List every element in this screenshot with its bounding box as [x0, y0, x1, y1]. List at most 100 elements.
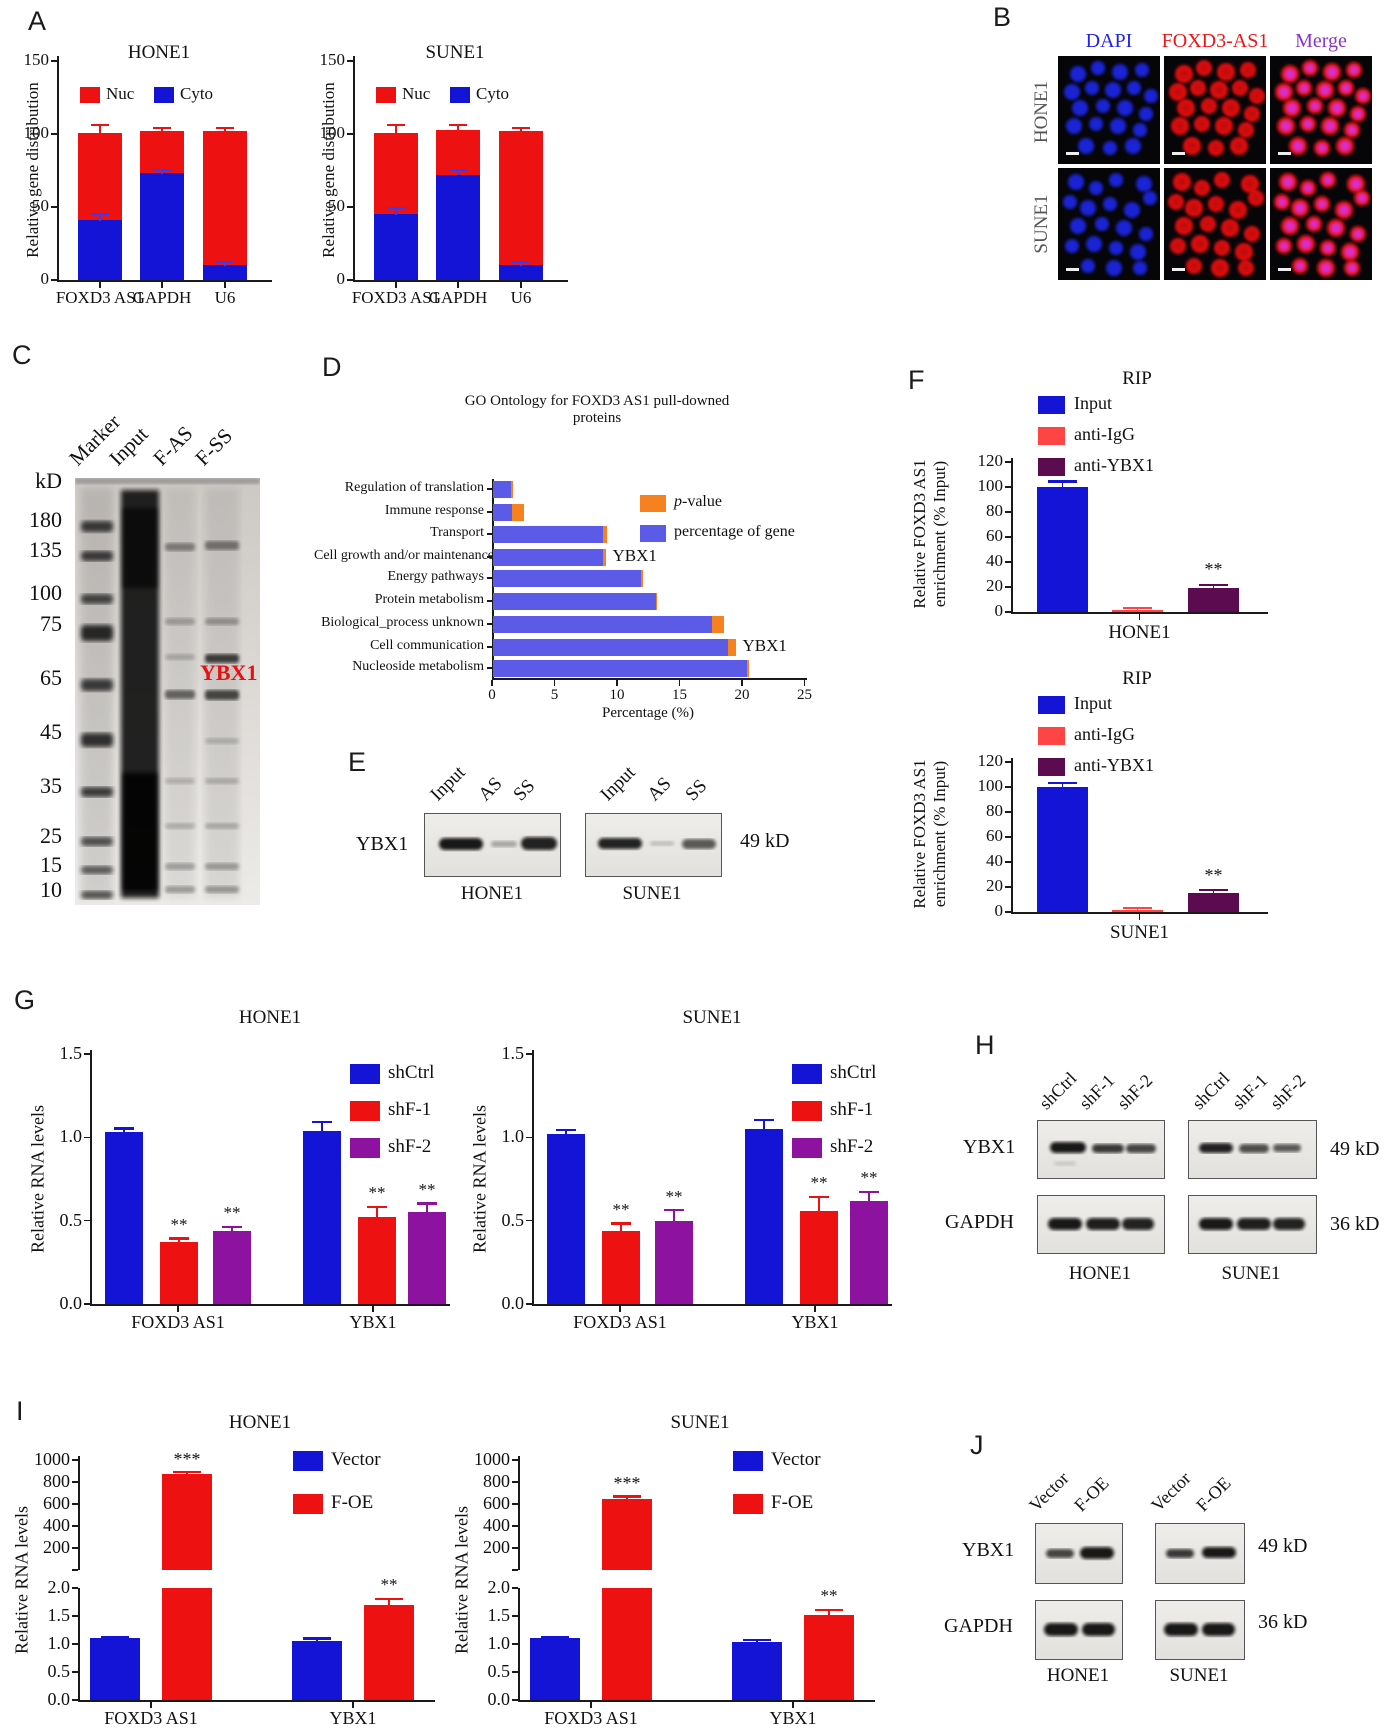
error-bar: [321, 1122, 323, 1132]
error-bar-cap: [153, 126, 171, 129]
tick-label: 400: [483, 1514, 510, 1535]
error-bar: [186, 1472, 188, 1475]
axis-line: [492, 479, 494, 680]
axis-line: [457, 282, 459, 288]
bar-gene-percent: [493, 480, 511, 498]
legend-swatch: [1038, 427, 1065, 445]
error-bar-cap: [91, 123, 109, 126]
legend-label: Vector: [331, 1448, 381, 1470]
tick-label: 0: [40, 269, 50, 289]
category-label: GAPDH: [428, 288, 488, 307]
error-bar-cap: [1048, 781, 1077, 784]
size-label-36kd: 36 kD: [1258, 1611, 1308, 1633]
cell-line-hone1: HONE1: [460, 883, 524, 904]
axis-line: [619, 1306, 621, 1312]
bar-nuc: [140, 131, 184, 174]
legend-label: anti-YBX1: [1074, 455, 1154, 476]
axis-line: [84, 1053, 90, 1055]
lane-label: SS: [509, 775, 540, 806]
significance-stars: **: [380, 1575, 398, 1595]
axis-line: [512, 1525, 518, 1527]
category-label: U6: [510, 288, 532, 307]
ladder-mark: 100: [29, 580, 62, 606]
axis-line: [72, 1587, 78, 1589]
category-label: Regulation of translation: [344, 480, 484, 495]
chart-a-sune1: SUNE1 Relative gene distribution Nuc Cyto 0 5…: [318, 24, 618, 326]
tick-label: 0.5: [59, 1209, 83, 1230]
row-label-hone1: HONE1: [1031, 80, 1052, 144]
error-bar: [457, 170, 459, 176]
error-bar-cap: [375, 1597, 403, 1600]
lane-label: F-OE: [1192, 1472, 1235, 1515]
axis-line: [51, 133, 57, 135]
axis-line: [51, 206, 57, 208]
category-label: FOXD3 AS1: [55, 288, 145, 307]
cell-line-sune1: SUNE1: [1169, 1665, 1229, 1686]
panel-e-western-blot: E YBX1 Input AS SS Input AS SS 49 kD HONE1 SU…: [312, 735, 834, 910]
error-bar: [1136, 908, 1139, 910]
axis-line: [512, 1459, 518, 1461]
tick-label: 50: [32, 196, 49, 216]
chart-title: SUNE1: [670, 1412, 730, 1433]
panel-c-pulldown-gel: C kD 180 135 100 75 65 45 35 25 15 10 Marker Input F…: [0, 330, 312, 915]
legend-swatch: [293, 1451, 323, 1471]
error-bar: [376, 1207, 378, 1218]
error-bar-cap: [216, 260, 234, 264]
bar: [602, 1230, 640, 1304]
bar: [364, 1604, 414, 1700]
bar-gene-percent: [493, 503, 512, 521]
lane-label: shF-2: [1266, 1069, 1310, 1113]
axis-line: [1005, 761, 1011, 763]
axis-line: [84, 1219, 90, 1222]
legend-label: anti-YBX1: [1074, 755, 1154, 776]
legend-swatch: [640, 495, 666, 512]
tick-label: 80: [986, 801, 1003, 821]
error-bar: [565, 1130, 567, 1135]
panel-c-letter: C: [12, 340, 32, 370]
category-label: Cell growth and/or maintenance: [314, 548, 494, 563]
category-label: Biological_process unknown: [321, 615, 484, 630]
axis-line: [512, 1671, 518, 1673]
bar-gene-percent: [493, 525, 603, 543]
axis-line: [487, 600, 492, 602]
size-label-49kd: 49 kD: [1330, 1138, 1380, 1160]
protein-label-ybx1: YBX1: [356, 833, 409, 855]
chart-a-hone1: HONE1 Relative gene distribution Nuc Cyto 0 5…: [22, 24, 322, 326]
cell-line-hone1: HONE1: [1046, 1665, 1110, 1686]
significance-stars: **: [1204, 864, 1223, 885]
error-bar: [1136, 608, 1139, 611]
error-bar-cap: [1123, 906, 1152, 909]
axis-line: [1011, 458, 1013, 612]
error-bar-cap: [1123, 607, 1152, 610]
tick-label: 0: [994, 901, 1004, 921]
lane-label: F-SS: [190, 423, 238, 471]
axis-line: [347, 60, 353, 62]
significance-stars: **: [860, 1168, 878, 1188]
bar-gene-percent: [493, 548, 603, 566]
error-bar: [626, 1497, 628, 1499]
axis-line: [512, 1481, 518, 1483]
error-bar: [763, 1120, 765, 1130]
axis-line: [72, 1699, 78, 1701]
bar: [850, 1200, 888, 1304]
tick-label: 100: [977, 476, 1004, 496]
tick-label: 0: [336, 269, 346, 289]
axis-line: [487, 511, 492, 513]
legend-swatch: [350, 1138, 380, 1158]
axis-line: [353, 280, 568, 282]
group-label: FOXD3 AS1: [544, 1708, 638, 1728]
bar-nuc: [374, 132, 418, 215]
cell-line-sune1: SUNE1: [622, 883, 682, 904]
micrograph-sune1-dapi: [1058, 168, 1160, 280]
error-bar-cap: [1048, 480, 1077, 483]
bar-p-value: [728, 638, 736, 656]
axis-line: [99, 282, 101, 288]
group-label: FOXD3 AS1: [131, 1312, 225, 1332]
bar-p-value: [655, 592, 658, 610]
axis-line: [526, 1219, 532, 1222]
bar-gene-percent: [493, 659, 747, 677]
axis-line: [814, 1306, 816, 1312]
legend-label: Input: [1074, 693, 1112, 714]
bar-p-value: [640, 569, 643, 587]
bar-gene-percent: [493, 592, 656, 610]
